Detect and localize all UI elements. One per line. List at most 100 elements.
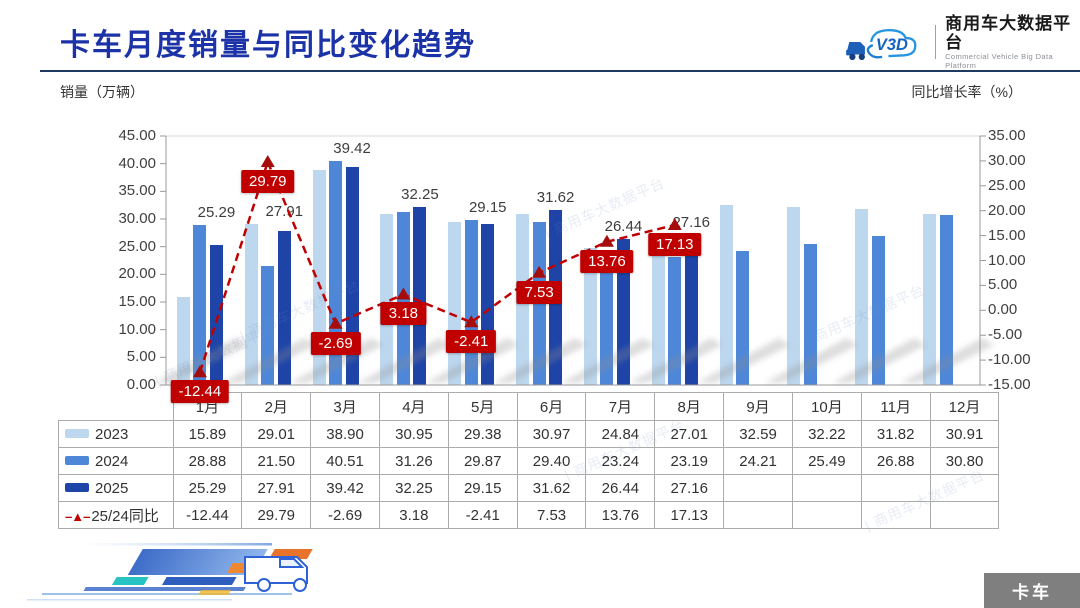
y-axis-tick-left: 20.00 bbox=[118, 265, 156, 283]
table-cell: 27.16 bbox=[654, 474, 725, 502]
table-cell bbox=[929, 474, 1000, 502]
table-cell: -12.44 bbox=[172, 501, 243, 529]
table-cell: 29.79 bbox=[241, 501, 312, 529]
bar-2024-m7 bbox=[600, 256, 614, 385]
table-corner-cell bbox=[58, 392, 173, 421]
bar-2024-m5 bbox=[464, 219, 478, 385]
table-cell: 24.21 bbox=[723, 447, 793, 475]
right-axis-title: 同比增长率（%） bbox=[911, 84, 1022, 100]
y-axis-tick-right: -5.00 bbox=[988, 326, 1023, 344]
table-cell: 27.91 bbox=[241, 474, 312, 502]
table-cell bbox=[791, 501, 862, 529]
y-axis-tick-right: 5.00 bbox=[988, 276, 1018, 294]
yoy-value-label: -12.44 bbox=[170, 380, 230, 404]
yoy-marker-icon bbox=[599, 234, 614, 247]
table-cell: 32.22 bbox=[791, 420, 862, 448]
bar-2024-m8 bbox=[668, 256, 682, 385]
yoy-value-label: 3.18 bbox=[380, 302, 427, 326]
month-header: 5月 bbox=[447, 392, 518, 421]
table-cell: 23.24 bbox=[585, 447, 656, 475]
table-cell: 26.44 bbox=[585, 474, 656, 502]
y-axis-tick-right: 30.00 bbox=[988, 151, 1026, 169]
table-cell: -2.69 bbox=[310, 501, 380, 529]
table-cell: 29.87 bbox=[447, 447, 518, 475]
bar-value-label: 27.91 bbox=[265, 203, 304, 221]
table-cell: 29.40 bbox=[516, 447, 587, 475]
bar-2023-m2 bbox=[244, 224, 258, 385]
page-title: 卡车月度销量与同比变化趋势 bbox=[60, 29, 476, 62]
table-cell: 30.97 bbox=[516, 420, 587, 448]
y-axis-tick-left: 5.00 bbox=[126, 348, 156, 366]
bar-2023-m11 bbox=[855, 208, 869, 385]
table-cell: 25.29 bbox=[172, 474, 243, 502]
table-cell: 32.59 bbox=[723, 420, 793, 448]
table-cell bbox=[929, 501, 1000, 529]
y-axis-tick-right: 10.00 bbox=[988, 251, 1026, 269]
bar-2023-m5 bbox=[448, 222, 462, 385]
table-cell: 40.51 bbox=[310, 447, 380, 475]
y-axis-tick-left: 30.00 bbox=[118, 210, 156, 227]
legend-cell-25/24同比: –▲– 25/24同比 bbox=[58, 501, 174, 529]
bar-2024-m10 bbox=[803, 243, 817, 385]
table-cell: 27.01 bbox=[654, 420, 725, 448]
table-cell: 26.88 bbox=[860, 447, 931, 475]
legend-cell-2023: 2023 bbox=[58, 420, 174, 448]
bar-2025-m4 bbox=[413, 206, 427, 385]
y-axis-tick-left: 45.00 bbox=[118, 127, 156, 144]
y-axis-tick-left: 15.00 bbox=[118, 293, 156, 310]
month-header: 12月 bbox=[929, 392, 1000, 421]
table-cell: 15.89 bbox=[172, 420, 243, 448]
left-axis-title: 销量（万辆） bbox=[60, 84, 144, 100]
table-cell: 25.49 bbox=[791, 447, 862, 475]
yoy-marker-icon bbox=[260, 154, 275, 167]
y-axis-tick-right: 15.00 bbox=[988, 226, 1026, 244]
table-cell bbox=[723, 474, 793, 502]
bar-2024-m4 bbox=[396, 212, 410, 385]
bar-value-label: 27.16 bbox=[672, 213, 711, 231]
bar-2024-m9 bbox=[736, 251, 750, 385]
table-cell: 29.38 bbox=[447, 420, 518, 448]
table-cell: 31.26 bbox=[378, 447, 449, 475]
table-cell: 30.80 bbox=[929, 447, 1000, 475]
table-cell: 32.25 bbox=[378, 474, 449, 502]
y-axis-tick-right: 20.00 bbox=[988, 201, 1026, 219]
month-header: 4月 bbox=[378, 392, 449, 421]
logo-text: 商用车大数据平台 Commercial Vehicle Big Data Pla… bbox=[945, 14, 1080, 70]
bar-value-label: 39.42 bbox=[333, 139, 371, 157]
month-header: 3月 bbox=[310, 392, 380, 421]
table-cell: 30.95 bbox=[378, 420, 449, 448]
month-header: 9月 bbox=[723, 392, 793, 421]
y-axis-tick-left: 35.00 bbox=[118, 182, 156, 200]
yoy-value-label: -2.69 bbox=[310, 331, 361, 355]
yoy-value-label: 13.76 bbox=[580, 249, 634, 273]
month-header: 10月 bbox=[791, 392, 862, 421]
logo-name: 商用车大数据平台 bbox=[945, 14, 1072, 52]
bar-2023-m8 bbox=[651, 235, 665, 385]
bar-2023-m10 bbox=[787, 206, 801, 385]
logo-divider bbox=[935, 25, 937, 59]
truck-deco-graphic bbox=[27, 543, 313, 601]
bar-2023-m12 bbox=[923, 213, 937, 385]
table-cell: 38.90 bbox=[310, 420, 380, 448]
svg-text:V3D: V3D bbox=[876, 36, 908, 54]
table-cell bbox=[791, 474, 862, 502]
legend-swatch-2023 bbox=[65, 429, 89, 439]
y-axis-tick-right: -15.00 bbox=[988, 376, 1031, 393]
data-table: 1月 2月 3月 4月 5月 6月 7月 8月 9月 10月 11月 12月 2023 15.89 29.0… bbox=[58, 392, 1000, 529]
brand-logo: V3D 商用车大数据平台 Commercial Vehicle Big Data… bbox=[843, 14, 1080, 70]
legend-cell-2025: 2025 bbox=[58, 474, 174, 502]
table-cell: 31.62 bbox=[516, 474, 587, 502]
y-axis-tick-left: 25.00 bbox=[118, 237, 156, 255]
y-axis-tick-right: 25.00 bbox=[988, 176, 1026, 194]
yoy-value-label: 7.53 bbox=[516, 280, 562, 304]
bar-2024-m12 bbox=[939, 214, 953, 385]
yoy-value-label: 29.79 bbox=[240, 169, 295, 193]
y-axis-tick-right: -10.00 bbox=[988, 351, 1031, 369]
y-axis-tick-left: 10.00 bbox=[118, 320, 156, 338]
month-header: 8月 bbox=[654, 392, 725, 421]
table-cell: -2.41 bbox=[447, 501, 518, 529]
logo-subtitle: Commercial Vehicle Big Data Platform bbox=[945, 52, 1054, 70]
category-badge: 卡车 bbox=[984, 573, 1080, 608]
legend-swatch-2024 bbox=[65, 456, 89, 466]
